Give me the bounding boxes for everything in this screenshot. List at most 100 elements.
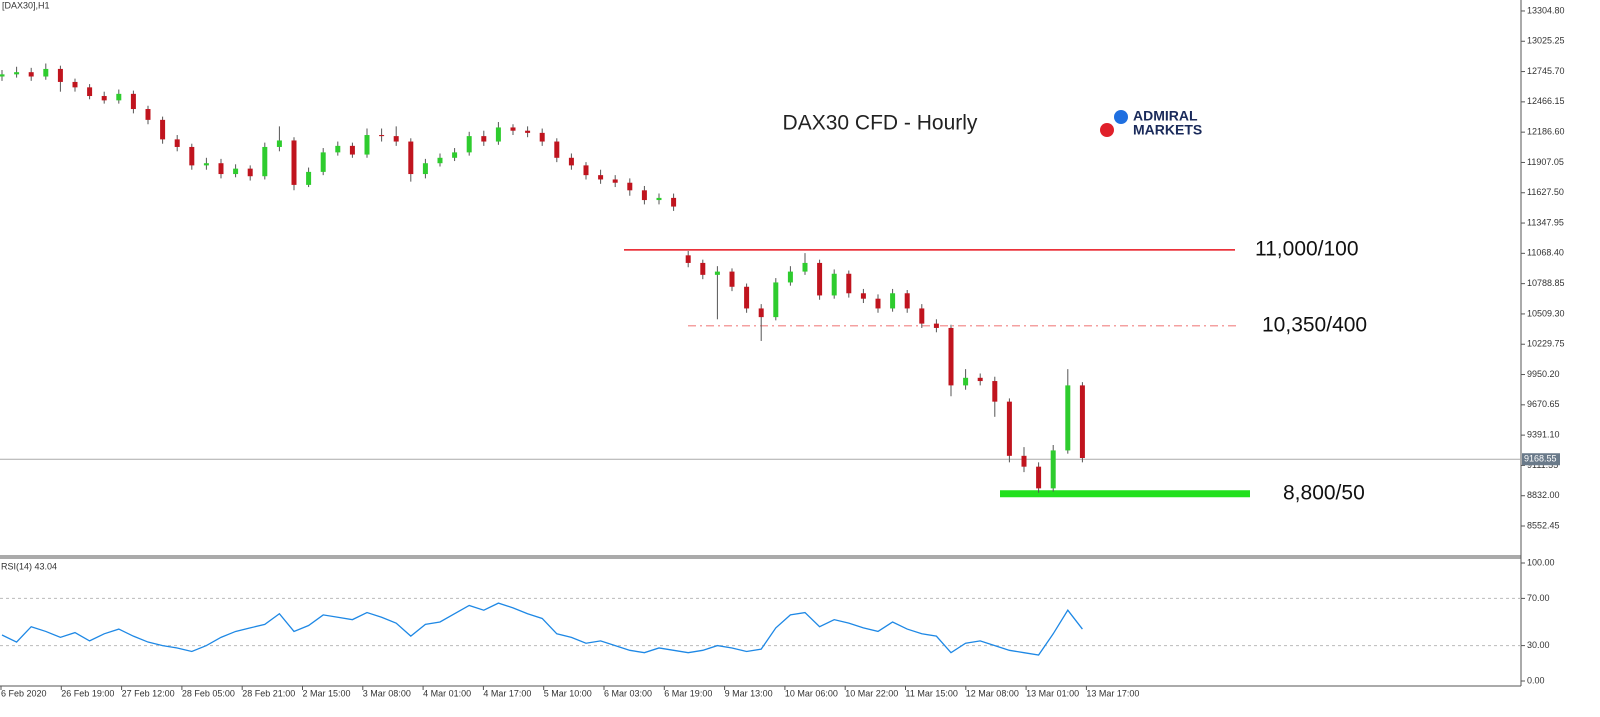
candle-body [583,165,589,176]
chart-title: DAX30 CFD - Hourly [783,112,978,135]
y-tick-label: 12466.15 [1527,96,1565,106]
candle-body [247,168,253,177]
x-tick-label: 28 Feb 05:00 [182,688,235,698]
candle-body [160,119,166,140]
candle-body [598,175,604,180]
candle-body [335,145,341,153]
current-price-label: 9168.55 [1524,454,1557,464]
candle-body [276,140,282,147]
symbol: [DAX30],H1 [2,0,50,10]
candle-body [43,68,49,77]
candle-body [1036,466,1042,489]
logo-text: ADMIRAL [1133,108,1198,124]
candle-body [525,130,531,133]
candle-body [1050,450,1056,489]
candle-body [846,273,852,294]
x-tick-label: 5 Mar 10:00 [544,688,592,698]
x-tick-label: 27 Feb 12:00 [122,688,175,698]
x-tick-label: 13 Mar 17:00 [1086,688,1139,698]
candle-body [700,262,706,275]
x-tick-label: 11 Mar 15:00 [906,688,958,698]
y-tick-label: 10788.85 [1527,278,1565,288]
candle-body [422,163,428,175]
candle-body [802,262,808,272]
x-tick-label: 6 Mar 03:00 [604,688,652,698]
x-tick-label: 10 Mar 06:00 [785,688,838,698]
candle-body [963,377,969,386]
candle-body [203,163,209,166]
y-tick-label: 9391.10 [1527,429,1560,439]
candle-body [539,132,545,142]
candle-body [0,74,5,77]
y-tick-label: 70.00 [1527,593,1550,603]
level-label: 11,000/100 [1255,237,1359,260]
candle-body [393,136,399,142]
x-tick-label: 4 Mar 01:00 [423,688,471,698]
candle-body [1021,455,1027,467]
y-tick-label: 11627.50 [1527,187,1564,197]
rsi-line [1,602,1083,656]
candle-body [860,293,866,299]
candle-body [116,93,122,101]
candle-body [919,308,925,324]
y-tick-label: 8832.00 [1527,490,1560,500]
logo-dot [1100,123,1114,137]
x-tick-label: 28 Feb 21:00 [242,688,295,698]
candle-body [218,163,224,175]
y-tick-label: 100.00 [1527,557,1555,567]
candle-body [612,179,618,183]
y-tick-label: 10229.75 [1527,339,1565,349]
candle-body [349,145,355,155]
x-tick-label: 12 Mar 08:00 [966,688,1019,698]
candle-body [101,96,107,101]
candle-body [948,327,954,386]
candle-body [72,81,78,88]
y-tick-label: 13025.25 [1527,36,1565,46]
candle-body [627,182,633,191]
x-tick-label: 6 Mar 19:00 [664,688,712,698]
candle-body [568,157,574,166]
x-tick-label: 26 Feb 19:00 [61,688,114,698]
candle-body [714,271,720,275]
y-tick-label: 30.00 [1527,640,1550,650]
y-tick-label: 11347.95 [1527,217,1564,227]
candle-body [87,87,93,97]
y-tick-label: 12186.60 [1527,127,1565,137]
candle-body [57,68,63,82]
x-tick-label: 2 Mar 15:00 [303,688,351,698]
y-tick-label: 8552.45 [1527,520,1560,530]
candle-body [933,323,939,328]
level-label: 10,350/400 [1262,313,1367,336]
candle-body [452,152,458,158]
candle-body [744,286,750,309]
candle-body [174,139,180,147]
candle-body [890,293,896,309]
candle-body [408,141,414,175]
logo-text: MARKETS [1133,122,1202,138]
x-tick-label: 4 Mar 17:00 [483,688,531,698]
candle-body [466,136,472,153]
candle-body [233,168,239,175]
candle-body [641,190,647,201]
candle-body [1079,385,1085,459]
y-tick-label: 9950.20 [1527,369,1560,379]
y-tick-label: 9670.65 [1527,399,1560,409]
logo-dot [1114,110,1128,124]
x-tick-label: 9 Mar 13:00 [725,688,773,698]
x-tick-label: 3 Mar 08:00 [363,688,411,698]
candle-body [364,135,370,155]
candle-body [1006,401,1012,456]
y-tick-label: 13304.80 [1527,5,1565,15]
candle-body [992,381,998,402]
candle-body [320,152,326,172]
candle-body [510,127,516,131]
candle-body [189,146,195,166]
candle-body [145,109,151,120]
candle-body [817,262,823,296]
candle-body [671,197,677,207]
candle-body [28,72,34,77]
candle-body [262,146,268,177]
candle-body [437,157,443,164]
y-tick-label: 11068.40 [1527,248,1564,258]
